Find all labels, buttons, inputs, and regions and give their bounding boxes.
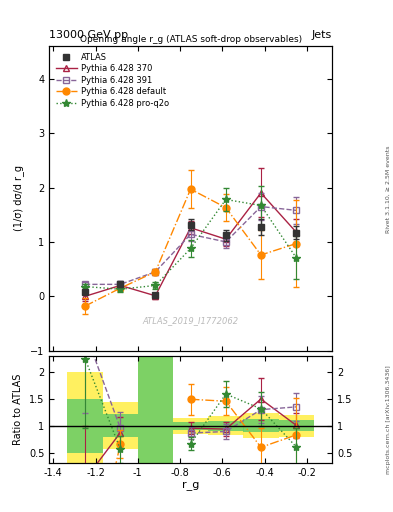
Text: Jets: Jets bbox=[312, 30, 332, 40]
X-axis label: r_g: r_g bbox=[182, 481, 199, 491]
Text: 13000 GeV pp: 13000 GeV pp bbox=[49, 30, 128, 40]
Y-axis label: Ratio to ATLAS: Ratio to ATLAS bbox=[13, 374, 23, 445]
Text: mcplots.cern.ch [arXiv:1306.3436]: mcplots.cern.ch [arXiv:1306.3436] bbox=[386, 366, 391, 474]
Y-axis label: (1/σ) dσ/d r_g: (1/σ) dσ/d r_g bbox=[13, 165, 24, 231]
Text: Rivet 3.1.10, ≥ 2.5M events: Rivet 3.1.10, ≥ 2.5M events bbox=[386, 146, 391, 233]
Legend: ATLAS, Pythia 6.428 370, Pythia 6.428 391, Pythia 6.428 default, Pythia 6.428 pr: ATLAS, Pythia 6.428 370, Pythia 6.428 39… bbox=[53, 50, 171, 110]
Text: ATLAS_2019_I1772062: ATLAS_2019_I1772062 bbox=[143, 316, 239, 325]
Title: Opening angle r_g (ATLAS soft-drop observables): Opening angle r_g (ATLAS soft-drop obser… bbox=[79, 35, 302, 44]
